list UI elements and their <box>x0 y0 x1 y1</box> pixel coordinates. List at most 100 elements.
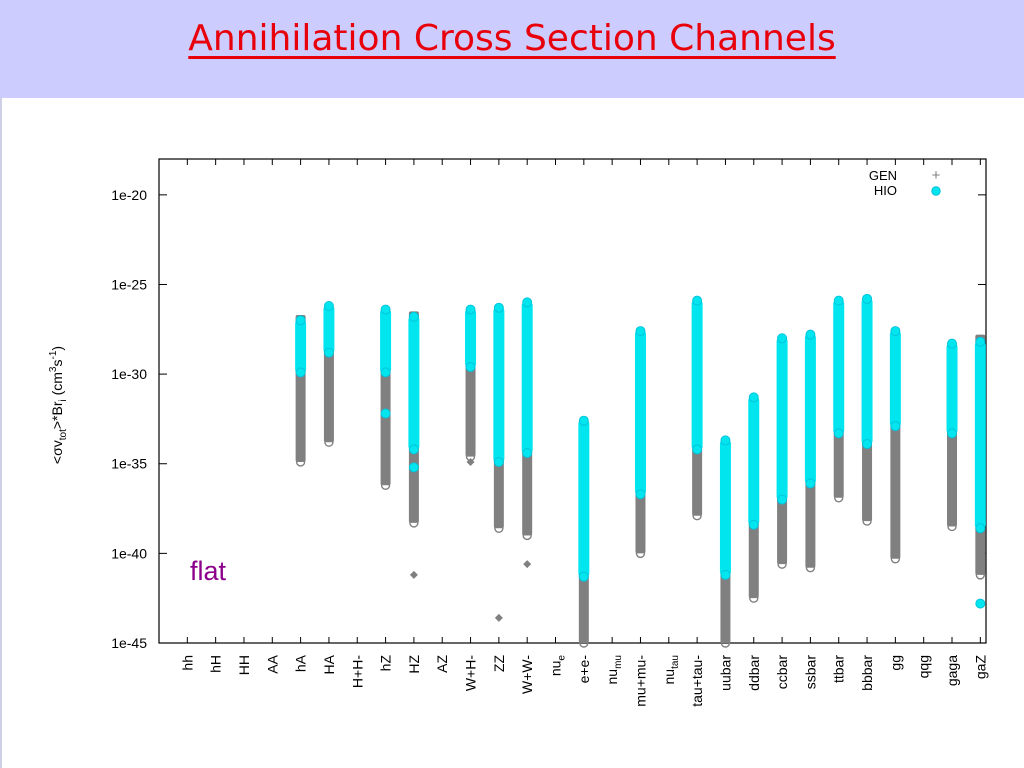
slide-title: Annihilation Cross Section Channels <box>188 18 836 59</box>
legend: GEN + HIO <box>869 167 941 198</box>
gen-point-low <box>295 457 306 467</box>
x-tick-label: numu <box>604 655 624 684</box>
gen-point-low <box>975 570 986 580</box>
x-tick-label-group: ssbar <box>802 655 818 690</box>
x-tick-label: HZ <box>406 655 422 674</box>
x-tick-label-group: bbbar <box>859 655 875 691</box>
x-tick-label-group: nutau <box>661 655 681 684</box>
hio-point-low <box>635 489 646 500</box>
hio-point-low <box>465 361 476 372</box>
x-tick-label: hA <box>293 654 309 672</box>
gen-point-low <box>380 480 391 490</box>
hio-point-high <box>380 304 391 315</box>
gen-outlier-W+W- <box>523 560 532 569</box>
hio-range-W+H- <box>465 309 477 367</box>
hio-range-HZ <box>408 316 420 450</box>
hio-point-high <box>295 315 306 326</box>
x-tick-label-group: ZZ <box>491 655 507 673</box>
hio-range-gaga <box>946 343 958 434</box>
hio-range-bbbar <box>861 298 873 445</box>
hio-point-high <box>777 333 788 344</box>
hio-point-high <box>748 392 759 403</box>
hio-point-high <box>323 300 334 311</box>
hio-point-high <box>947 338 958 349</box>
hio-point-low <box>862 439 873 450</box>
hio-range-W+W- <box>521 302 533 453</box>
hio-point-high <box>408 311 419 322</box>
gen-point-low <box>805 563 816 573</box>
gen-outlier-W+H- <box>466 457 475 466</box>
hio-point-high <box>465 304 476 315</box>
hio-point-low <box>975 523 986 534</box>
hio-outlier-gaZ <box>975 598 986 609</box>
flat-annotation: flat <box>190 556 227 586</box>
x-tick-label: AA <box>264 654 280 673</box>
x-tick-label-group: W+W- <box>519 655 535 694</box>
hio-point-high <box>833 295 844 306</box>
hio-range-ddbar <box>748 397 760 525</box>
hio-range-gg <box>889 331 901 427</box>
gen-point-low <box>777 559 787 569</box>
slide-left-rule <box>0 98 2 768</box>
hio-range-hA <box>295 320 307 373</box>
hio-point-low <box>720 569 731 580</box>
x-tick-label-group: tau+tau- <box>689 655 705 707</box>
x-tick-label: nue <box>548 655 568 677</box>
y-axis-label-text: <σvtot>*Bri (cm3s-1) <box>48 346 69 464</box>
x-tick-label: tau+tau- <box>689 655 705 707</box>
data-marks <box>295 293 986 648</box>
hio-point-high <box>578 415 589 426</box>
x-tick-label-group: AA <box>264 654 280 673</box>
hio-point-high <box>493 302 504 313</box>
hio-range-ZZ <box>493 307 505 462</box>
x-tick-label-group: gaZ <box>972 655 988 680</box>
axis-ticks: 1e-20 1e-25 1e-30 1e-35 1e-40 1e-45 hh hH HH AA hA… <box>111 159 988 707</box>
x-tick-label-group: gg <box>887 655 903 671</box>
x-tick-label: hZ <box>378 655 394 672</box>
gen-point-low <box>522 530 532 541</box>
x-tick-label-group: qqg <box>916 655 932 678</box>
hio-outlier-hZ <box>380 408 391 419</box>
hio-point-low <box>323 347 334 358</box>
legend-label-hio: HIO <box>874 183 897 198</box>
hio-range-ccbar <box>776 338 788 500</box>
x-tick-label-group: HH <box>236 655 252 675</box>
hio-range-uubar <box>719 440 731 575</box>
hio-point-high <box>522 297 533 308</box>
legend-label-gen: GEN <box>869 168 897 183</box>
gen-point-low <box>720 638 731 648</box>
gen-point-low <box>834 493 844 503</box>
hio-point-high <box>720 435 731 446</box>
y-tick-label: 1e-20 <box>111 187 147 203</box>
hio-point-low <box>805 478 816 489</box>
hio-range-ttbar <box>833 300 845 434</box>
legend-symbol-gen: + <box>932 167 941 184</box>
hio-point-low <box>833 428 844 439</box>
hio-range-HA <box>323 305 335 353</box>
x-tick-label-group: HA <box>321 654 337 674</box>
gen-point-low <box>862 516 872 526</box>
x-tick-label-group: W+H- <box>463 655 479 692</box>
x-tick-label-group: H+H- <box>349 655 365 688</box>
x-tick-label: qqg <box>916 655 932 678</box>
hio-outlier-gg <box>890 421 901 432</box>
hio-point-high <box>975 336 986 347</box>
hio-point-low <box>692 444 703 455</box>
hio-point-high <box>890 326 901 337</box>
x-tick-label: ddbar <box>746 655 762 691</box>
x-tick-label-group: hA <box>293 654 309 672</box>
x-tick-label: H+H- <box>349 655 365 688</box>
x-tick-label-group: hH <box>208 655 224 673</box>
hio-range-hZ <box>380 309 392 373</box>
gen-point-low <box>324 437 334 447</box>
hio-point-high <box>805 329 816 340</box>
hio-range-gaZ <box>974 341 986 529</box>
hio-point-high <box>635 326 646 337</box>
hio-range-ssbar <box>804 334 816 484</box>
x-tick-label: HA <box>321 654 337 674</box>
gen-point-low <box>947 521 957 532</box>
hio-range-mu+mu- <box>634 331 646 495</box>
hio-point-low <box>748 519 759 530</box>
x-tick-label-group: ddbar <box>746 655 762 691</box>
